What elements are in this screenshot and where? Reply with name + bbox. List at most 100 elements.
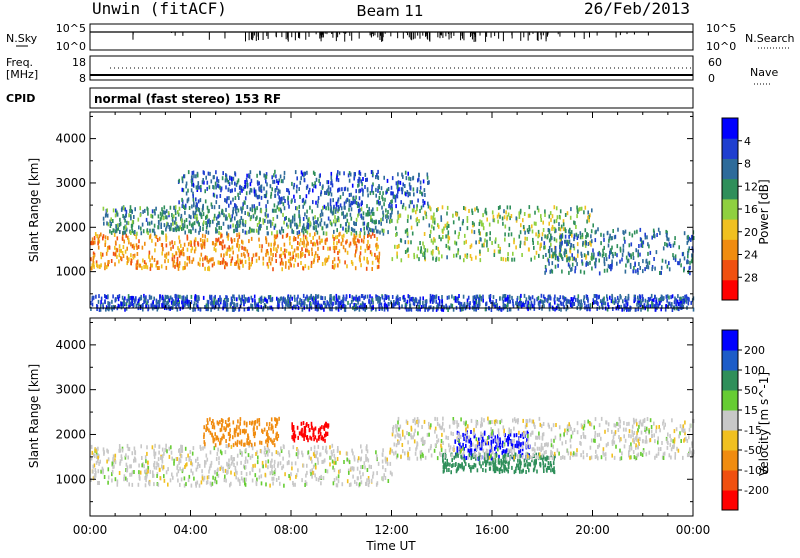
heatmap-cell <box>359 255 361 259</box>
heatmap-cell <box>278 434 280 438</box>
heatmap-cell <box>311 475 313 479</box>
heatmap-cell <box>498 244 500 248</box>
heatmap-cell <box>240 431 242 435</box>
heatmap-cell <box>320 305 322 309</box>
heatmap-cell <box>353 467 355 471</box>
heatmap-cell <box>150 267 152 271</box>
heatmap-cell <box>241 246 243 250</box>
heatmap-cell <box>568 271 570 275</box>
heatmap-cell <box>499 297 501 301</box>
heatmap-cell <box>241 453 243 457</box>
heatmap-cell <box>429 234 431 238</box>
heatmap-cell <box>237 224 239 228</box>
heatmap-cell <box>288 252 290 256</box>
heatmap-cell <box>211 298 213 302</box>
heatmap-cell <box>408 192 410 196</box>
heatmap-cell <box>272 222 274 226</box>
heatmap-cell <box>659 231 661 235</box>
heatmap-cell <box>587 216 589 220</box>
heatmap-cell <box>277 192 279 196</box>
heatmap-cell <box>265 464 267 468</box>
heatmap-cell <box>383 229 385 233</box>
heatmap-cell <box>266 250 268 254</box>
heatmap-cell <box>237 477 239 481</box>
heatmap-cell <box>618 298 620 302</box>
heatmap-cell <box>338 233 340 237</box>
heatmap-cell <box>300 238 302 242</box>
heatmap-cell <box>427 249 429 253</box>
heatmap-cell <box>378 220 380 224</box>
heatmap-cell <box>535 232 537 236</box>
heatmap-cell <box>576 233 578 237</box>
heatmap-cell <box>166 449 168 453</box>
heatmap-cell <box>369 227 371 231</box>
heatmap-cell <box>483 243 485 247</box>
heatmap-cell <box>418 177 420 181</box>
heatmap-cell <box>483 226 485 230</box>
heatmap-cell <box>309 221 311 225</box>
heatmap-cell <box>135 296 137 300</box>
heatmap-cell <box>270 464 272 468</box>
heatmap-cell <box>358 177 360 181</box>
heatmap-cell <box>512 252 514 256</box>
heatmap-cell <box>397 194 399 198</box>
heatmap-cell <box>362 465 364 469</box>
heatmap-cell <box>297 295 299 299</box>
heatmap-cell <box>651 267 653 271</box>
heatmap-cell <box>486 218 488 222</box>
heatmap-cell <box>142 210 144 214</box>
heatmap-cell <box>121 302 123 306</box>
heatmap-cell <box>276 230 278 234</box>
heatmap-cell <box>182 176 184 180</box>
heatmap-cell <box>361 294 363 298</box>
nsky-label: N.Sky <box>6 32 38 45</box>
heatmap-cell <box>174 221 176 225</box>
heatmap-cell <box>274 189 276 193</box>
heatmap-cell <box>248 453 250 457</box>
heatmap-cell <box>387 462 389 466</box>
heatmap-cell <box>270 427 272 431</box>
heatmap-cell <box>341 300 343 304</box>
heatmap-cell <box>217 215 219 219</box>
heatmap-cell <box>123 245 125 249</box>
heatmap-cell <box>172 245 174 249</box>
heatmap-cell <box>664 242 666 246</box>
heatmap-cell <box>293 255 295 259</box>
heatmap-cell <box>358 189 360 193</box>
heatmap-cell <box>432 216 434 220</box>
heatmap-cell <box>430 230 432 234</box>
heatmap-cell <box>293 236 295 240</box>
heatmap-cell <box>542 232 544 236</box>
heatmap-cell <box>232 300 234 304</box>
heatmap-cell <box>520 294 522 298</box>
heatmap-cell <box>281 267 283 271</box>
heatmap-cell <box>390 471 392 475</box>
heatmap-cell <box>303 299 305 303</box>
heatmap-cell <box>493 302 495 306</box>
heatmap-cell <box>270 471 272 475</box>
heatmap-cell <box>396 181 398 185</box>
heatmap-cell <box>190 215 192 219</box>
heatmap-cell <box>194 242 196 246</box>
heatmap-cell <box>232 246 234 250</box>
heatmap-cell <box>167 259 169 263</box>
heatmap-cell <box>280 197 282 201</box>
heatmap-cell <box>182 188 184 192</box>
heatmap-cell <box>342 227 344 231</box>
heatmap-cell <box>204 189 206 193</box>
colorbar-tick-label: 28 <box>744 271 758 284</box>
heatmap-cell <box>191 484 193 488</box>
heatmap-cell <box>212 482 214 486</box>
heatmap-cell <box>589 261 591 265</box>
heatmap-cell <box>520 241 522 245</box>
heatmap-cell <box>272 430 274 434</box>
heatmap-cell <box>619 260 621 264</box>
heatmap-cell <box>235 475 237 479</box>
heatmap-cell <box>203 433 205 437</box>
heatmap-cell <box>215 248 217 252</box>
heatmap-cell <box>179 483 181 487</box>
heatmap-cell <box>213 439 215 443</box>
heatmap-cell <box>145 483 147 487</box>
heatmap-cell <box>584 253 586 257</box>
heatmap-cell <box>644 233 646 237</box>
